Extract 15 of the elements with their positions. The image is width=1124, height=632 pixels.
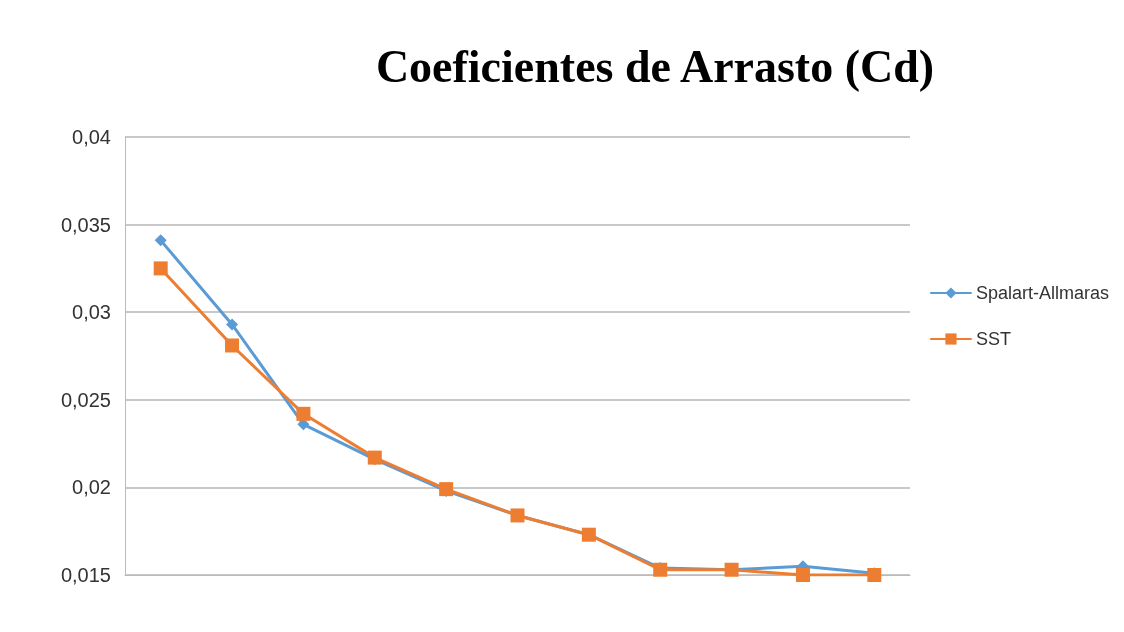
y-tick-label: 0,025 — [60, 388, 111, 411]
point — [153, 261, 168, 276]
point — [296, 406, 311, 421]
y-tick-label: 0,015 — [60, 564, 111, 586]
point — [795, 568, 810, 582]
chart-title: Coeficientes de Arrasto (Cd) — [375, 40, 935, 92]
point — [225, 338, 240, 353]
legend-label: Spalart-Allmaras — [975, 283, 1110, 303]
y-tick-label: 0,03 — [72, 301, 111, 324]
y-tick-label: 0,02 — [72, 476, 111, 499]
legend-label: SST — [975, 329, 1011, 349]
point — [154, 234, 167, 247]
point — [226, 318, 239, 331]
y-tick-label: 0,04 — [72, 126, 111, 148]
y-tick-label: 0,035 — [60, 213, 111, 236]
